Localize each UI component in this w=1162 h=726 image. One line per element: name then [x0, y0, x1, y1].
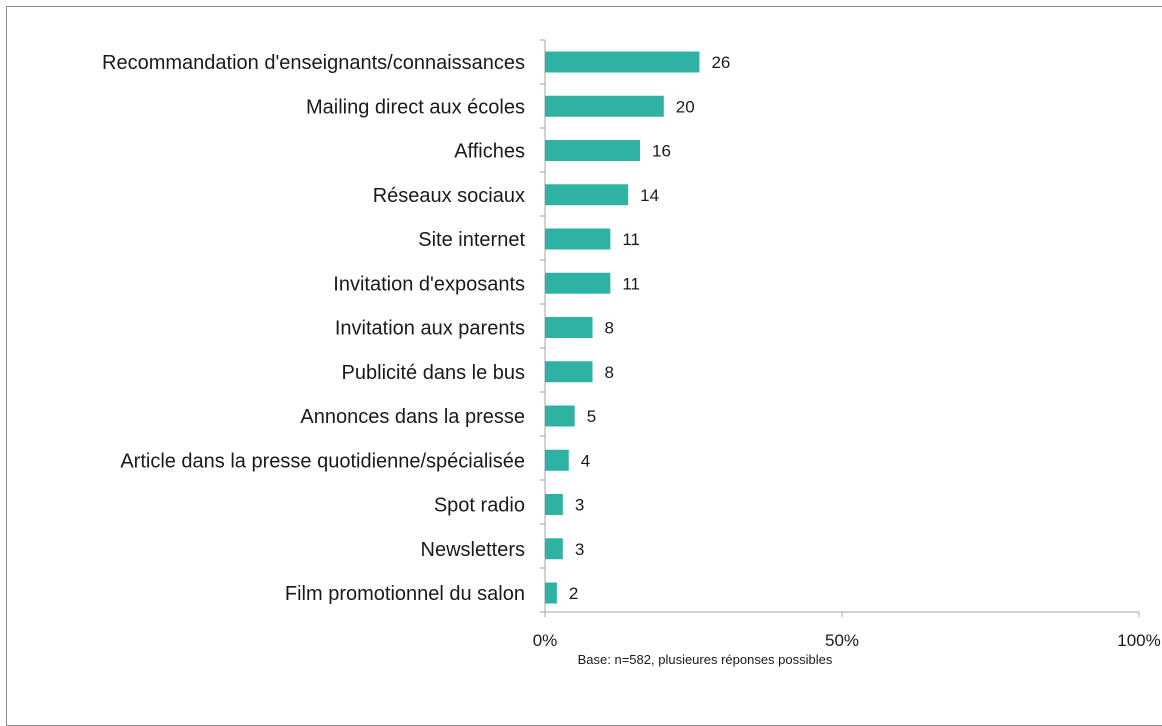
- data-label: 14: [640, 186, 659, 205]
- data-label: 11: [622, 230, 640, 249]
- category-label: Affiches: [454, 141, 525, 163]
- data-label: 8: [605, 319, 614, 338]
- category-label: Recommandation d'enseignants/connaissanc…: [102, 52, 525, 74]
- bar: [545, 228, 611, 250]
- bar: [545, 449, 569, 471]
- data-label: 20: [676, 97, 695, 116]
- value-labels: 26 20 16 14 11 11 8 8 5 4 3 3 2: [569, 53, 730, 603]
- data-label: 26: [711, 53, 730, 72]
- category-label: Film promotionnel du salon: [285, 583, 525, 605]
- bar: [545, 582, 557, 604]
- bar: [545, 272, 611, 294]
- x-tick-label: 50%: [825, 631, 859, 650]
- category-label: Réseaux sociaux: [373, 185, 525, 207]
- bar: [545, 361, 593, 383]
- category-label: Invitation d'exposants: [333, 273, 525, 295]
- data-label: 2: [569, 584, 578, 603]
- bar: [545, 184, 629, 206]
- bar: [545, 140, 641, 161]
- data-label: 8: [605, 363, 614, 382]
- base-note: Base: n=582, plusieures réponses possibl…: [578, 652, 833, 667]
- bar: [545, 317, 593, 338]
- data-label: 3: [575, 540, 584, 559]
- x-tick-labels: 0% 50% 100%: [533, 631, 1161, 650]
- category-label: Site internet: [418, 229, 525, 251]
- data-label: 4: [581, 451, 590, 470]
- x-tick-label: 0%: [533, 631, 558, 650]
- category-label: Publicité dans le bus: [342, 362, 525, 384]
- axes: [540, 39, 1140, 617]
- category-labels: Recommandation d'enseignants/connaissanc…: [102, 52, 525, 605]
- bar: [545, 95, 664, 117]
- data-label: 16: [652, 142, 671, 161]
- category-label: Article dans la presse quotidienne/spéci…: [120, 450, 525, 472]
- data-label: 11: [622, 274, 640, 293]
- data-label: 3: [575, 496, 584, 515]
- data-label: 5: [587, 407, 596, 426]
- bar: [545, 538, 563, 560]
- bar: [545, 405, 575, 427]
- bar-chart: Recommandation d'enseignants/connaissanc…: [102, 39, 1161, 667]
- bar: [545, 494, 563, 515]
- category-label: Invitation aux parents: [335, 318, 525, 340]
- bar: [545, 51, 700, 73]
- category-label: Mailing direct aux écoles: [306, 96, 525, 118]
- category-label: Spot radio: [434, 495, 525, 517]
- bars: [545, 51, 700, 604]
- x-tick-label: 100%: [1117, 631, 1160, 650]
- category-label: Newsletters: [421, 539, 525, 561]
- category-label: Annonces dans la presse: [300, 406, 525, 428]
